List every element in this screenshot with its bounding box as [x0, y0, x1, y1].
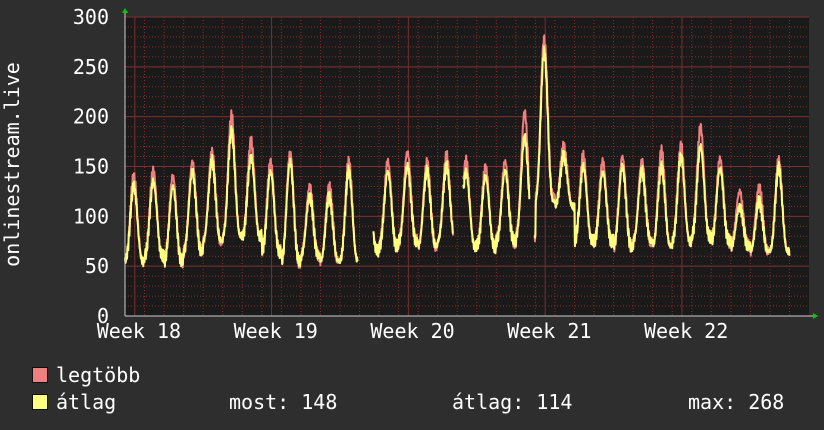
stat-average: átlag: 114	[452, 390, 573, 414]
legend: legtöbb átlag most: 148 átlag: 114 max: …	[32, 362, 812, 416]
x-axis-arrow	[813, 313, 818, 319]
y-tick-label: 200	[73, 105, 109, 129]
x-tick-label: Week 22	[644, 319, 728, 343]
stat-now: most: 148	[229, 390, 338, 414]
y-tick-label: 100	[73, 204, 109, 228]
y-tick-label: 300	[73, 5, 109, 29]
x-tick-label: Week 20	[370, 319, 454, 343]
x-tick-labels: Week 18 Week 19 Week 20 Week 21 Week 22	[97, 319, 728, 343]
y-tick-label: 0	[97, 304, 109, 328]
legend-swatch-avg	[32, 394, 48, 410]
x-tick-label: Week 21	[507, 319, 591, 343]
series-layer	[124, 34, 791, 269]
y-tick-label: 150	[73, 155, 109, 179]
chart: 0 50 100 150 200 250 300 Week 18 Week 19 Week 20…	[0, 5, 818, 343]
legend-label-avg: átlag	[56, 390, 117, 414]
legend-row-max: legtöbb	[32, 362, 812, 389]
legend-label-max: legtöbb	[56, 363, 141, 387]
stat-max: max: 268	[688, 390, 785, 414]
legend-swatch-max	[32, 367, 48, 383]
y-tick-label: 250	[73, 55, 109, 79]
x-tick-label: Week 18	[97, 319, 181, 343]
axes	[122, 8, 818, 319]
x-tick-label: Week 19	[234, 319, 318, 343]
series-line-avg	[124, 45, 791, 268]
y-tick-label: 50	[85, 254, 109, 278]
y-axis-label: onlinestream.live	[0, 62, 24, 267]
y-tick-labels: 0 50 100 150 200 250 300	[73, 5, 109, 328]
legend-row-avg: átlag most: 148 átlag: 114 max: 268	[32, 389, 812, 416]
y-axis-arrow	[122, 8, 128, 13]
